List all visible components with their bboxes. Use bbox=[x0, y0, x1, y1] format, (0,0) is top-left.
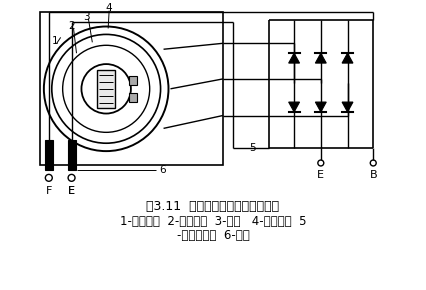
Bar bbox=[40, 12, 223, 165]
Polygon shape bbox=[342, 102, 353, 112]
Text: 6: 6 bbox=[159, 165, 166, 175]
Polygon shape bbox=[315, 102, 326, 112]
Circle shape bbox=[68, 174, 75, 181]
Polygon shape bbox=[289, 53, 299, 63]
Text: B: B bbox=[369, 170, 377, 180]
Text: 1-定子铁心  2-定子绕组  3-转子   4-励磁绕组  5: 1-定子铁心 2-定子绕组 3-转子 4-励磁绕组 5 bbox=[120, 215, 306, 229]
Text: 5: 5 bbox=[249, 143, 256, 153]
Circle shape bbox=[63, 45, 150, 132]
Text: E: E bbox=[68, 186, 75, 196]
Text: -整流二极管  6-电刷: -整流二极管 6-电刷 bbox=[177, 229, 249, 242]
Text: 图3.11  交流发电机发电原理示意图: 图3.11 交流发电机发电原理示意图 bbox=[147, 200, 279, 213]
Text: E: E bbox=[68, 186, 75, 196]
Polygon shape bbox=[315, 53, 326, 63]
Text: 1: 1 bbox=[52, 36, 58, 46]
Text: F: F bbox=[46, 186, 52, 196]
Text: 2: 2 bbox=[68, 21, 75, 32]
Circle shape bbox=[52, 35, 161, 143]
Bar bbox=[129, 93, 137, 102]
Circle shape bbox=[45, 174, 52, 181]
Circle shape bbox=[318, 160, 324, 166]
Circle shape bbox=[370, 160, 376, 166]
Text: 4: 4 bbox=[106, 3, 112, 13]
Bar bbox=[129, 76, 137, 85]
Bar bbox=[45, 140, 53, 170]
Text: 3: 3 bbox=[83, 12, 90, 22]
Circle shape bbox=[44, 26, 169, 151]
Polygon shape bbox=[289, 102, 299, 112]
Bar bbox=[68, 140, 75, 170]
Polygon shape bbox=[342, 53, 353, 63]
Text: E: E bbox=[317, 170, 324, 180]
Bar bbox=[97, 70, 115, 108]
Circle shape bbox=[81, 64, 131, 114]
